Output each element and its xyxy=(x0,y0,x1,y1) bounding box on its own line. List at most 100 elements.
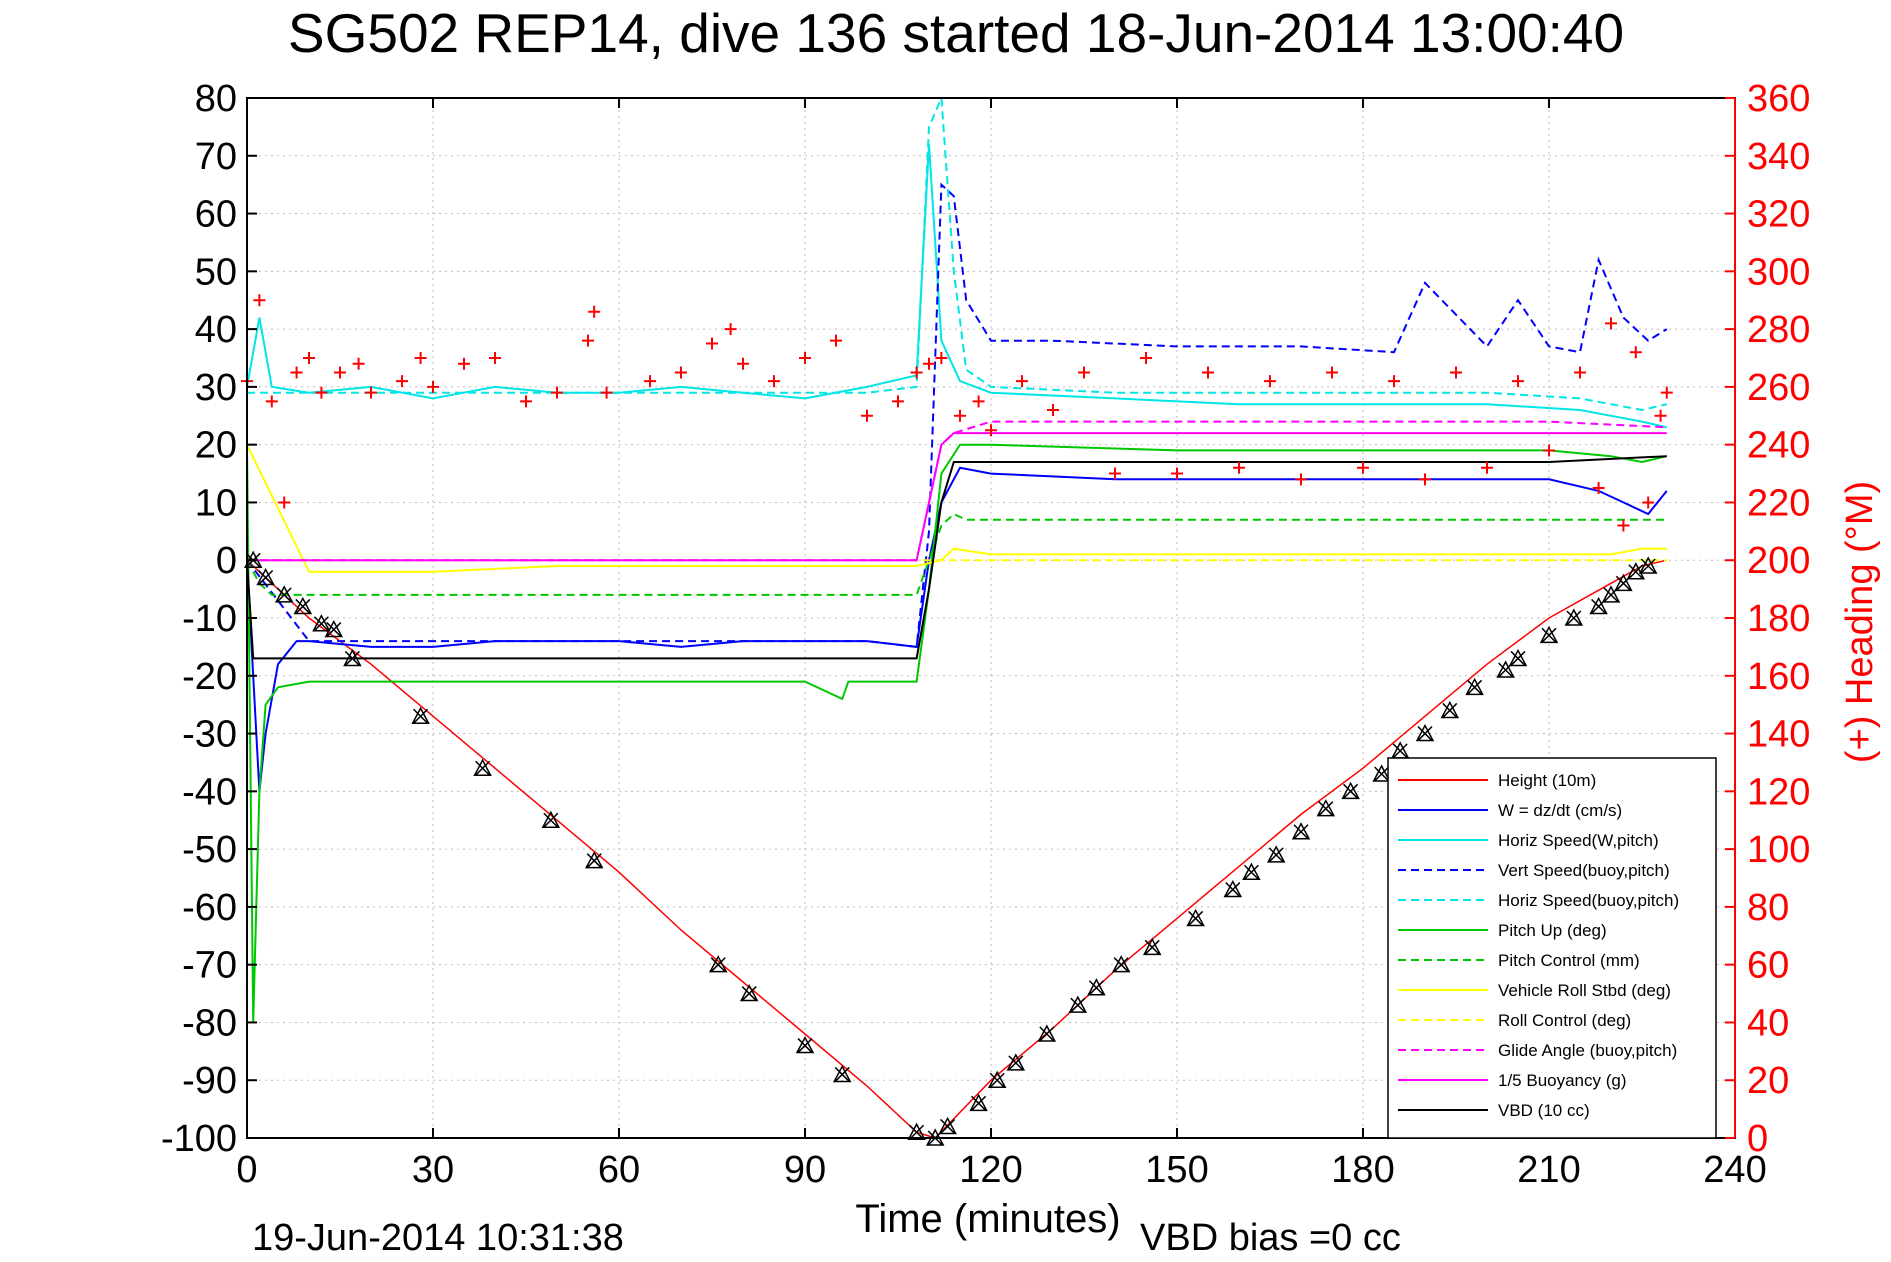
x-axis: 0 30 60 90 120 150 180 210 240 xyxy=(236,98,1767,1191)
x-tick-label: 30 xyxy=(412,1149,454,1191)
heading-marker xyxy=(1450,366,1462,379)
heading-marker xyxy=(1171,467,1183,480)
y-tick-label: 20 xyxy=(195,425,237,467)
heading-marker xyxy=(520,395,532,408)
y2-tick-label: 60 xyxy=(1747,945,1789,987)
y2-tick-label: 360 xyxy=(1747,78,1810,120)
heading-marker xyxy=(935,352,948,364)
heading-marker xyxy=(265,395,278,408)
y2-tick-label: 120 xyxy=(1747,771,1810,813)
dive-marker xyxy=(938,1116,957,1135)
y2-tick-label: 220 xyxy=(1747,482,1810,524)
legend-label-5: Horiz Speed(buoy,pitch) xyxy=(1498,891,1679,910)
heading-marker xyxy=(1419,473,1431,486)
legend-label-9: Roll Control (deg) xyxy=(1498,1011,1631,1030)
dive-marker xyxy=(1415,723,1435,742)
y-tick-label: 40 xyxy=(195,309,237,351)
heading-marker xyxy=(768,375,780,388)
y-tick-label: -100 xyxy=(161,1118,237,1160)
x-axis-label: Time (minutes) xyxy=(855,1197,1120,1241)
heading-marker xyxy=(724,323,737,336)
dive-marker xyxy=(1266,845,1286,863)
dive-marker xyxy=(969,1093,988,1112)
dive-marker xyxy=(274,585,294,603)
heading-marker xyxy=(365,386,377,399)
heading-marker xyxy=(1326,366,1338,379)
x-tick-label: 180 xyxy=(1331,1149,1394,1191)
heading-marker xyxy=(985,424,997,437)
y-tick-label: 60 xyxy=(195,194,237,236)
heading-marker xyxy=(923,357,935,370)
heading-marker xyxy=(551,386,563,399)
x-tick-label: 0 xyxy=(236,1149,257,1191)
series-line-11 xyxy=(247,432,1667,562)
legend-box xyxy=(1387,757,1717,1139)
dive-marker xyxy=(256,567,275,586)
heading-marker xyxy=(830,334,842,347)
legend-label-12: VBD (10 cc) xyxy=(1498,1101,1590,1120)
heading-marker xyxy=(1264,375,1276,388)
dive-marker xyxy=(1316,799,1336,817)
legend: Height (10m) W = dz/dt (cm/s) Horiz Speed(… xyxy=(1387,757,1717,1139)
dive-marker xyxy=(708,955,728,973)
y2-tick-label: 20 xyxy=(1747,1060,1789,1102)
footer-timestamp: 19-Jun-2014 10:31:38 xyxy=(252,1217,624,1259)
y-tick-label: -30 xyxy=(182,714,237,756)
heading-marker xyxy=(1642,496,1655,509)
heading-marker xyxy=(892,395,904,408)
y2-tick-label: 160 xyxy=(1747,656,1810,698)
y-tick-label: 70 xyxy=(195,136,237,178)
y-tick-label: -80 xyxy=(182,1002,237,1044)
y2-tick-label: 80 xyxy=(1747,887,1789,929)
x-tick-label: 90 xyxy=(784,1149,826,1191)
legend-label-4: Vert Speed(buoy,pitch) xyxy=(1498,861,1670,880)
legend-label-3: Horiz Speed(W,pitch) xyxy=(1498,831,1659,850)
heading-marker xyxy=(1388,375,1400,388)
dive-marker xyxy=(1186,908,1205,927)
y2-tick-label: 260 xyxy=(1747,367,1810,409)
heading-marker xyxy=(1047,404,1059,416)
y-tick-label: -20 xyxy=(182,656,237,698)
y-tick-label: -70 xyxy=(182,945,237,987)
y2-tick-label: 340 xyxy=(1747,136,1810,178)
heading-marker xyxy=(706,337,718,350)
dive-marker xyxy=(312,614,331,632)
heading-marker xyxy=(1592,482,1605,494)
dive-marker xyxy=(324,619,344,638)
heading-layer xyxy=(241,294,1673,532)
dive-marker xyxy=(1626,562,1646,580)
heading-marker xyxy=(1233,461,1245,474)
legend-label-1: Height (10m) xyxy=(1498,771,1596,790)
y2-tick-label: 180 xyxy=(1747,598,1810,640)
dive-marker xyxy=(1142,937,1162,956)
dive-marker xyxy=(795,1035,815,1054)
heading-marker xyxy=(1629,346,1642,359)
heading-marker xyxy=(644,375,656,388)
heading-marker xyxy=(1202,366,1214,379)
y2-tick-label: 140 xyxy=(1747,714,1810,756)
series-line-2 xyxy=(246,466,1668,792)
dive-marker xyxy=(343,648,362,667)
y-tick-label: 80 xyxy=(195,78,237,120)
dive-marker xyxy=(1006,1053,1026,1071)
dive-marker xyxy=(1638,556,1658,574)
dive-marker xyxy=(1087,978,1106,996)
y-tick-label: 50 xyxy=(195,251,237,293)
y-tick-label: -60 xyxy=(182,887,237,929)
dive-marker xyxy=(1037,1024,1057,1042)
series-line-3 xyxy=(246,144,1668,429)
heading-marker xyxy=(352,357,365,370)
y-tick-label: -50 xyxy=(182,829,237,871)
series-line-6 xyxy=(246,443,1668,1023)
dive-marker xyxy=(1223,879,1243,898)
x-tick-label: 60 xyxy=(598,1149,640,1191)
heading-marker xyxy=(489,352,501,364)
series-line-4 xyxy=(246,182,1668,649)
dive-marker xyxy=(907,1122,926,1140)
heading-marker xyxy=(675,366,687,379)
y2-tick-label: 40 xyxy=(1747,1002,1789,1044)
heading-marker xyxy=(253,294,266,307)
dive-marker xyxy=(411,706,430,724)
heading-marker xyxy=(1016,375,1028,388)
